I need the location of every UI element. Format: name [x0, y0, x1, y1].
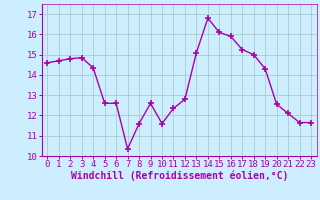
X-axis label: Windchill (Refroidissement éolien,°C): Windchill (Refroidissement éolien,°C)	[70, 171, 288, 181]
